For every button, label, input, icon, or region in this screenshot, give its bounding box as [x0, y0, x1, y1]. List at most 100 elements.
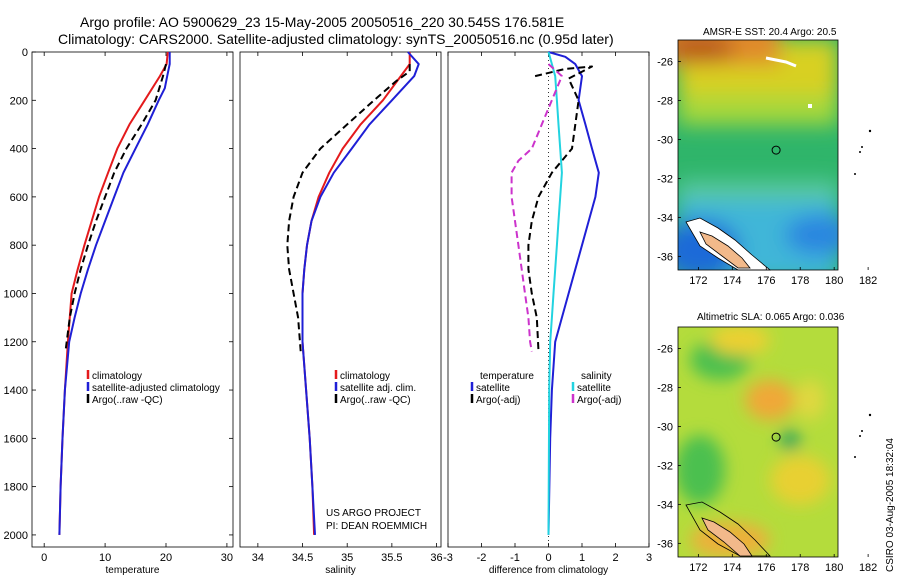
difference-panel: -3 -2 -1 0 1 2 3 difference from climatology tem…: [443, 51, 652, 576]
temperature-series-line: [58, 52, 171, 535]
difference-x-tick-label: 0: [545, 552, 551, 564]
difference-x-tick-label: 1: [579, 552, 585, 564]
sla-profile-marker: [771, 432, 781, 442]
difference-x-tick-label: -2: [477, 552, 487, 564]
salinity-x-tick-label: 35: [341, 552, 353, 564]
temperature-legend-label: satellite-adjusted climatology: [92, 383, 220, 394]
temperature-y-tick-label: 0: [22, 47, 28, 59]
sla-field: [678, 327, 838, 557]
difference-x-tick-label: 2: [612, 552, 618, 564]
sst-map-frame: [677, 39, 839, 271]
difference-legend-label: satellite: [476, 383, 510, 394]
difference-legend-label: temperature: [480, 371, 534, 382]
sst_map-x-tick-label: 180: [825, 275, 843, 287]
salinity-series-line: [301, 51, 420, 535]
salinity-legend-label: satellite adj. clim.: [340, 383, 416, 394]
sst-axes: 172 174 176 178 180 182 -26 -28 -30 -32 -34 -36: [657, 56, 877, 287]
sla-axes: 172 174 176 178 180 182 -26 -28 -30 -32 -34 -36: [657, 343, 877, 574]
temperature-y-tick-label: 600: [10, 192, 28, 204]
temperature-y-tick-label: 400: [10, 144, 28, 156]
salinity-series-line: [286, 64, 411, 352]
temperature-series-line: [64, 63, 167, 352]
difference-x-tick-label: -3: [443, 552, 453, 564]
temperature-x-tick-label: 20: [160, 552, 172, 564]
credit-line1: US ARGO PROJECT: [326, 508, 421, 519]
temperature-legend-label: Argo(..raw -QC): [92, 395, 163, 406]
temperature-x-tick-label: 30: [221, 552, 233, 564]
sla_map-y-tick-label: -34: [657, 499, 673, 511]
temperature-y-tick-label: 1400: [4, 385, 28, 397]
temperature-x-tick-label: 0: [41, 552, 47, 564]
difference-legend-label: Argo(-adj): [577, 395, 621, 406]
temperature-y-tick-label: 1800: [4, 482, 28, 494]
difference-legend-label: salinity: [581, 371, 612, 382]
temperature-x-tick-label: 10: [99, 552, 111, 564]
sst-profile-marker: [771, 145, 781, 155]
sst-land-mask: [685, 56, 812, 271]
sst_map-x-tick-label: 172: [689, 275, 707, 287]
sst_map-y-tick-label: -36: [657, 251, 673, 263]
figure-title-line2: Climatology: CARS2000. Satellite-adjuste…: [58, 31, 614, 47]
difference-x-tick-label: 3: [646, 552, 652, 564]
sst_map-x-tick-label: 176: [757, 275, 775, 287]
figure-title-line1: Argo profile: AO 5900629_23 15-May-2005 …: [80, 14, 564, 30]
sla-map: Altimetric SLA: 0.065 Argo: 0.036 172 174…: [657, 312, 877, 574]
sst_map-y-tick-label: -30: [657, 134, 673, 146]
sst-field: [678, 40, 838, 270]
sla_map-x-tick-label: 172: [689, 562, 707, 574]
sla_map-x-tick-label: 178: [791, 562, 809, 574]
sla_map-y-tick-label: -32: [657, 460, 673, 472]
difference-legend-label: Argo(-adj): [476, 395, 520, 406]
sla_map-x-tick-label: 180: [825, 562, 843, 574]
difference-x-axis-label: difference from climatology: [489, 565, 608, 576]
credit-line2: PI: DEAN ROEMMICH: [326, 521, 427, 532]
sla-map-frame: [677, 326, 839, 558]
sst_map-y-tick-label: -26: [657, 56, 673, 68]
footer-stamp: CSIRO 03-Aug-2005 18:32:04: [885, 438, 896, 572]
temperature-x-axis-label: temperature: [106, 565, 160, 576]
sla-land-mask: [685, 501, 771, 557]
salinity-x-axis-label: salinity: [325, 565, 356, 576]
temperature-y-tick-label: 1600: [4, 433, 28, 445]
sst_map-y-tick-label: -32: [657, 173, 673, 185]
temperature-y-tick-label: 2000: [4, 530, 28, 542]
difference-series-line: [547, 51, 600, 535]
sla_map-y-tick-label: -30: [657, 421, 673, 433]
temperature-y-tick-label: 1000: [4, 288, 28, 300]
sla-island-dots: [854, 413, 872, 458]
sst_map-x-tick-label: 178: [791, 275, 809, 287]
difference-series-line: [547, 51, 563, 535]
difference-legend-label: satellite: [577, 383, 611, 394]
sla_map-y-tick-label: -26: [657, 343, 673, 355]
sla_map-x-tick-label: 176: [757, 562, 775, 574]
temperature-y-tick-label: 200: [10, 95, 28, 107]
difference-series-line: [527, 65, 593, 352]
sst_map-y-tick-label: -34: [657, 212, 673, 224]
sla_map-x-tick-label: 174: [723, 562, 741, 574]
salinity-x-tick-label: 35.5: [381, 552, 402, 564]
salinity-plot-frame: [239, 51, 442, 548]
temperature-legend-label: climatology: [92, 371, 142, 382]
sst_map-y-tick-label: -28: [657, 95, 673, 107]
sst-map-title: AMSR-E SST: 20.4 Argo: 20.5: [703, 27, 837, 38]
temperature-panel: 0 10 20 30 0 200 400 600 800 1000 1200 1400 1600 1800…: [4, 47, 234, 576]
salinity-x-tick-label: 36: [430, 552, 442, 564]
difference-series-line: [510, 63, 563, 352]
sla_map-y-tick-label: -28: [657, 382, 673, 394]
sla-map-title: Altimetric SLA: 0.065 Argo: 0.036: [697, 312, 845, 323]
sla_map-y-tick-label: -36: [657, 538, 673, 550]
salinity-x-tick-label: 34.5: [292, 552, 313, 564]
salinity-panel: 34 34.5 35 35.5 36 salinity climatologysatelli…: [239, 51, 443, 576]
sst-map: AMSR-E SST: 20.4 Argo: 20.5 172 174 176 178…: [657, 27, 877, 287]
sst_map-x-tick-label: 174: [723, 275, 741, 287]
temperature-y-tick-label: 800: [10, 240, 28, 252]
temperature-y-tick-label: 1200: [4, 337, 28, 349]
difference-x-tick-label: -1: [510, 552, 520, 564]
salinity-x-tick-label: 34: [252, 552, 264, 564]
sla_map-x-tick-label: 182: [859, 562, 877, 574]
sst_map-x-tick-label: 182: [859, 275, 877, 287]
temperature-plot-frame: [31, 51, 234, 548]
sst-island-dots: [854, 129, 872, 175]
salinity-legend-label: climatology: [340, 371, 390, 382]
